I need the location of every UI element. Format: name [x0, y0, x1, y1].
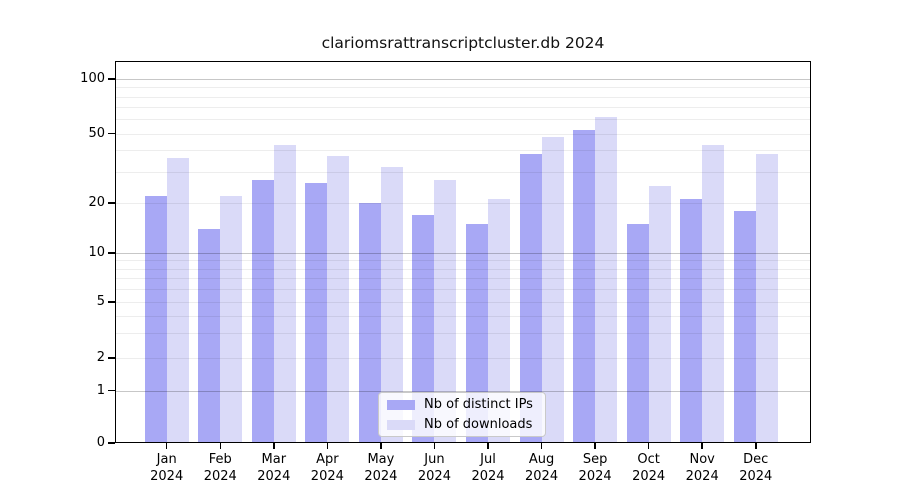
legend-swatch-downloads	[387, 419, 415, 430]
legend: Nb of distinct IPs Nb of downloads	[378, 392, 546, 437]
x-tick-label-jun: Jun 2024	[417, 452, 451, 484]
x-tick-label-mar: Mar 2024	[257, 452, 291, 484]
x-tick-label-feb: Feb 2024	[203, 452, 237, 484]
y-tick-label-20: 20	[88, 195, 105, 210]
bar-ips-jan	[144, 195, 167, 443]
minor-gridline-80	[115, 96, 811, 98]
x-tick-mark-nov	[701, 443, 703, 449]
legend-item-distinct-ips: Nb of distinct IPs	[387, 397, 537, 412]
x-tick-label-sep: Sep 2024	[578, 452, 612, 484]
bar-ips-apr	[305, 183, 328, 443]
bar-ips-mar	[251, 180, 274, 443]
minor-gridline-70	[115, 107, 811, 109]
y-tick-mark-2	[108, 357, 115, 359]
bar-ips-dec	[733, 210, 756, 443]
bar-ips-aug	[519, 154, 542, 443]
y-tick-label-5: 5	[96, 294, 105, 309]
bar-downloads-dec	[755, 154, 778, 443]
minor-gridline-30	[115, 172, 811, 174]
minor-gridline-50	[115, 133, 811, 135]
y-tick-label-50: 50	[88, 125, 105, 141]
bar-downloads-mar	[273, 144, 296, 443]
minor-gridline-4	[115, 315, 811, 317]
x-tick-mark-dec	[755, 443, 757, 449]
legend-label: Nb of distinct IPs	[424, 397, 533, 412]
bar-ips-jun	[412, 214, 435, 443]
x-tick-label-aug: Aug 2024	[525, 452, 559, 484]
minor-gridline-3	[115, 333, 811, 335]
x-tick-label-jan: Jan 2024	[150, 452, 184, 484]
bar-downloads-apr	[327, 156, 350, 443]
minor-gridline-60	[115, 119, 811, 121]
minor-gridline-7	[115, 278, 811, 280]
x-tick-mark-jun	[433, 443, 436, 449]
major-gridline-10	[115, 253, 811, 254]
y-tick-mark-100	[108, 78, 115, 80]
y-tick-label-2: 2	[96, 350, 105, 365]
y-tick-mark-50	[108, 132, 115, 135]
legend-swatch-distinct-ips	[387, 399, 415, 410]
minor-gridline-6	[115, 289, 811, 291]
bar-ips-oct	[626, 223, 649, 443]
bar-ips-nov	[680, 199, 703, 443]
minor-gridline-5	[115, 302, 811, 303]
minor-gridline-9	[115, 260, 811, 262]
y-tick-mark-10	[108, 252, 115, 254]
x-tick-mark-mar	[273, 443, 275, 449]
x-tick-mark-jan	[165, 443, 168, 449]
bar-ips-may	[358, 203, 381, 443]
y-tick-label-1: 1	[96, 382, 105, 398]
x-tick-label-jul: Jul 2024	[471, 452, 505, 484]
minor-gridline-20	[115, 203, 811, 204]
x-tick-label-oct: Oct 2024	[632, 452, 666, 484]
y-tick-label-0: 0	[96, 435, 105, 450]
x-tick-mark-sep	[594, 443, 596, 449]
bar-downloads-nov	[702, 144, 725, 443]
y-tick-label-100: 100	[80, 71, 105, 86]
x-tick-mark-oct	[647, 443, 650, 449]
bar-downloads-jul	[488, 199, 510, 443]
y-tick-mark-5	[108, 301, 115, 303]
bar-downloads-oct	[648, 186, 671, 443]
minor-gridline-90	[115, 87, 811, 89]
chart-title: clariomsrattranscriptcluster.db 2024	[321, 34, 605, 52]
x-tick-label-may: May 2024	[364, 452, 398, 484]
bar-downloads-may	[380, 167, 403, 443]
legend-label: Nb of downloads	[424, 417, 533, 432]
y-tick-mark-0	[108, 442, 115, 444]
bar-downloads-jan	[166, 158, 189, 443]
y-tick-label-10: 10	[88, 245, 105, 260]
bar-ips-jul	[466, 223, 488, 443]
bar-downloads-feb	[220, 195, 243, 443]
bar-downloads-sep	[595, 116, 618, 443]
x-tick-mark-aug	[540, 443, 543, 449]
x-tick-mark-jul	[487, 443, 489, 449]
x-tick-mark-feb	[219, 443, 221, 449]
x-tick-mark-may	[380, 443, 382, 449]
bar-ips-feb	[198, 228, 221, 443]
minor-gridline-8	[115, 268, 811, 270]
y-tick-mark-20	[108, 202, 115, 204]
x-tick-label-dec: Dec 2024	[739, 452, 773, 484]
major-gridline-100	[115, 79, 811, 80]
minor-gridline-2	[115, 358, 811, 359]
bar-ips-sep	[573, 130, 596, 443]
x-tick-label-apr: Apr 2024	[310, 452, 344, 484]
bar-downloads-jun	[434, 180, 457, 443]
major-gridline-1	[115, 390, 811, 392]
plot-area	[115, 61, 811, 443]
x-tick-mark-apr	[326, 443, 329, 449]
legend-item-downloads: Nb of downloads	[387, 417, 537, 432]
x-tick-label-nov: Nov 2024	[685, 452, 719, 484]
bar-downloads-aug	[541, 136, 564, 443]
minor-gridline-40	[115, 150, 811, 152]
y-tick-mark-1	[108, 389, 115, 392]
